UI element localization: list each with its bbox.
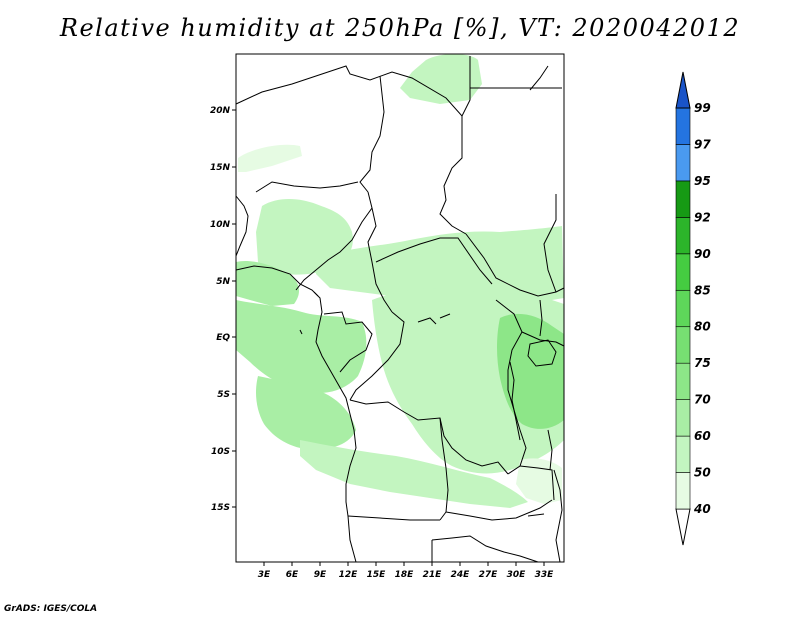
colorbar-level-label: 60 [694, 429, 711, 443]
grads-credit: GrADS: IGES/COLA [4, 604, 98, 614]
colorbar-level-label: 99 [694, 101, 711, 115]
colorbar-swatch [675, 107, 691, 145]
humidity-shading [236, 54, 564, 508]
arabian-coast [529, 65, 549, 91]
border-ethiopia [543, 194, 557, 293]
rh-patch-gabon-congo [236, 300, 367, 394]
colorbar-lower-extension [675, 508, 691, 546]
colorbar-level-label: 40 [693, 502, 711, 516]
colorbar-swatch [675, 180, 691, 218]
colorbar-level-label: 50 [694, 466, 711, 480]
lake-malawi [547, 429, 553, 471]
lon-tick-label: 18E [395, 570, 415, 580]
river-drc-inner [417, 313, 451, 325]
border-angola-namibia [347, 515, 440, 521]
border-drc-east [495, 299, 527, 475]
rh-patch-angola-west [256, 376, 356, 450]
lon-tick-label: 30E [507, 570, 527, 580]
lon-tick-label: 9E [314, 570, 327, 580]
lon-tick-label: 33E [535, 570, 555, 580]
lat-tick-label: 5S [217, 390, 230, 400]
lon-tick-label: 21E [423, 570, 443, 580]
colorbar-level-label: 85 [694, 283, 711, 297]
lake-tanganyika [509, 361, 521, 441]
border-nigeria-niger [255, 181, 359, 193]
colorbar-level-label: 92 [694, 210, 711, 224]
map-panel: 20N 15N 10N 5N EQ 5S 10S 15S 3E 6E 9E 12E 15E 18E 21E… [210, 53, 565, 580]
border-drc-angola [349, 399, 509, 475]
colorbar-level-label: 70 [694, 393, 711, 407]
coast-guinea-west [235, 195, 249, 257]
border-zambia-south [445, 499, 553, 521]
border-madagascar-hint [527, 513, 545, 517]
rh-patch-central-band [316, 226, 564, 302]
border-botswana [431, 535, 539, 563]
colorbar-swatch [675, 362, 691, 400]
border-car-drc [375, 237, 493, 285]
colorbar-upper-extension [675, 71, 691, 109]
colorbar-swatch [675, 472, 691, 510]
border-gabon [323, 311, 373, 373]
border-kenya-uganda [539, 299, 543, 337]
lon-tick-label: 6E [286, 570, 299, 580]
rh-patch-sahara-north [400, 54, 482, 104]
colorbar-swatch [675, 435, 691, 473]
map-title: Relative humidity at 250hPa [%], VT: 202… [59, 14, 741, 42]
colorbar: 40 50 60 70 75 80 85 90 92 95 97 99 [675, 71, 711, 546]
colorbar-level-label: 95 [694, 174, 711, 188]
lake-victoria [527, 339, 557, 367]
lat-tick-label: 15S [211, 503, 230, 513]
lat-tick-label: 20N [210, 106, 231, 116]
map-frame [235, 53, 565, 563]
lon-tick-label: 27E [479, 570, 499, 580]
longitude-axis: 3E 6E 9E 12E 15E 18E 21E 24E 27E 30E 33E [258, 562, 554, 580]
rh-patch-west-15n [238, 144, 302, 172]
border-tanzania [521, 331, 565, 347]
colorbar-level-label: 80 [694, 320, 711, 334]
lat-tick-label: 5N [216, 277, 230, 287]
rh-patch-east-lakes [497, 313, 564, 429]
border-chad-sudan [439, 116, 467, 235]
colorbar-swatch [675, 144, 691, 182]
border-moz [553, 469, 563, 563]
lat-tick-label: 10N [210, 220, 231, 230]
lat-tick-label: 15N [210, 163, 231, 173]
colorbar-swatch [675, 253, 691, 291]
lat-tick-label: 10S [211, 447, 230, 457]
latitude-axis: 20N 15N 10N 5N EQ 5S 10S 15S [210, 106, 236, 513]
border-niger-chad [359, 75, 385, 193]
colorbar-swatch [675, 326, 691, 364]
rh-patch-angola-south [300, 440, 528, 508]
bight-islands [299, 291, 319, 335]
lon-tick-label: 12E [339, 570, 359, 580]
border-angola-zambia [439, 417, 449, 521]
colorbar-swatch [675, 289, 691, 328]
border-nigeria-cameroon [295, 191, 373, 291]
colorbar-swatch [675, 217, 691, 255]
colorbar-level-label: 90 [694, 247, 711, 261]
colorbar-level-label: 97 [694, 137, 711, 151]
country-borders [235, 56, 565, 563]
colorbar-level-label: 75 [694, 356, 711, 370]
border-congo-drc [349, 311, 405, 401]
colorbar-swatch [675, 399, 691, 437]
lat-tick-label: EQ [216, 333, 230, 343]
coast-west [235, 265, 357, 563]
lon-tick-label: 15E [367, 570, 387, 580]
border-zambia-east [519, 465, 555, 501]
lon-tick-label: 3E [258, 570, 271, 580]
lon-tick-label: 24E [451, 570, 471, 580]
border-cameroon-car [367, 207, 393, 313]
